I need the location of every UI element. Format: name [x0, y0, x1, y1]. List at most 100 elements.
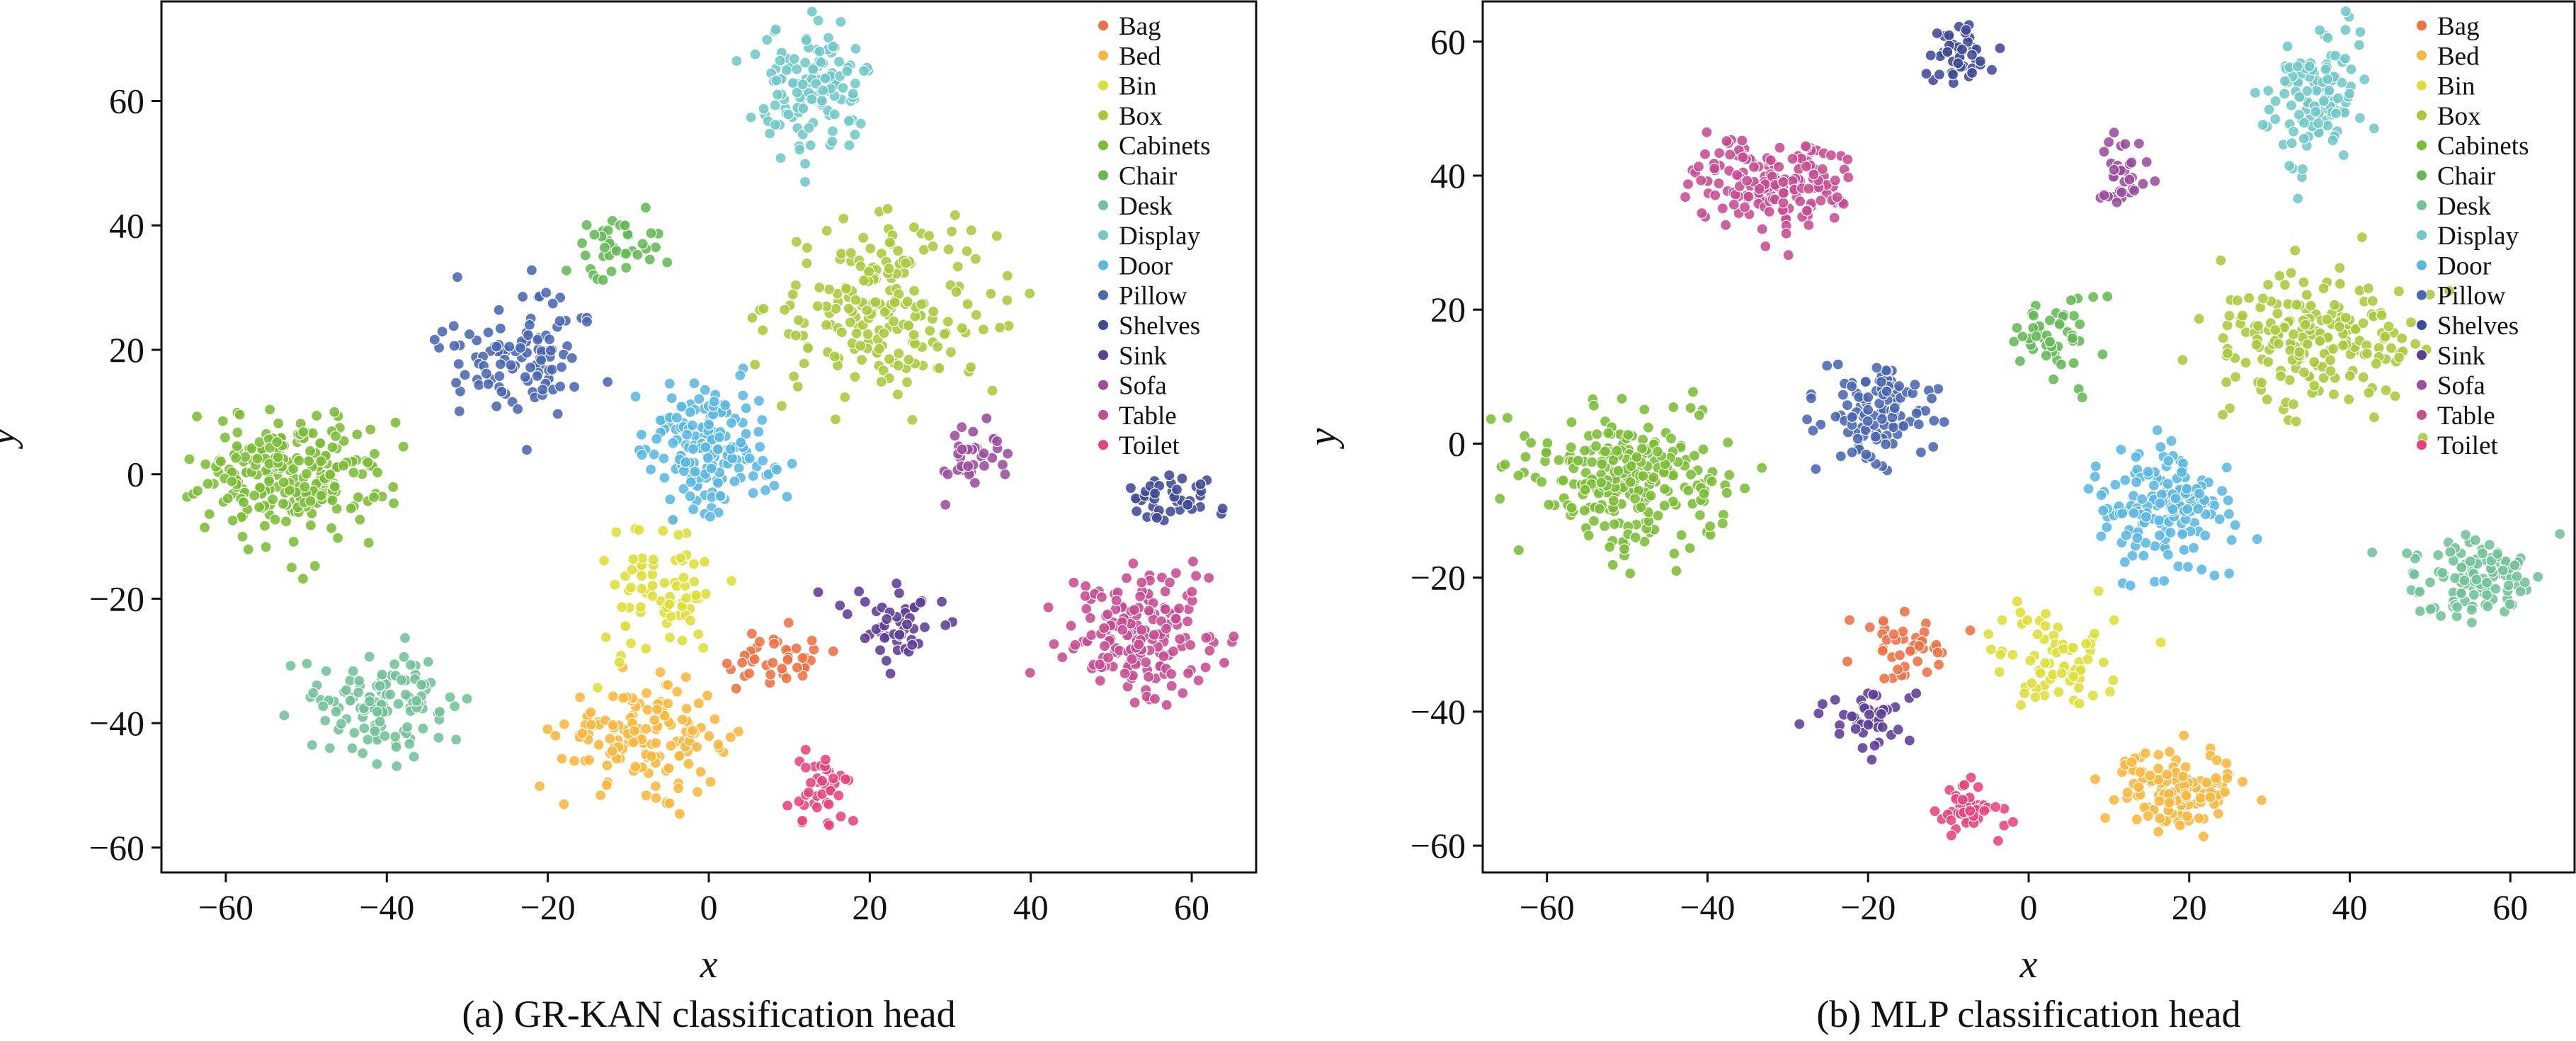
scatter-point-sink	[891, 577, 903, 590]
scatter-point-bin	[647, 554, 659, 566]
scatter-point-box	[2224, 402, 2236, 414]
scatter-point-sofa	[2108, 127, 2120, 139]
scatter-point-door	[2095, 489, 2107, 501]
legend-label: Toilet	[1119, 431, 1180, 460]
scatter-point-door	[2155, 440, 2167, 453]
scatter-point-cabinets	[192, 484, 204, 497]
x-axis-label: x	[2019, 943, 2038, 986]
scatter-point-door	[629, 390, 642, 403]
scatter-point-cabinets	[1651, 445, 1663, 457]
scatter-point-door	[2128, 507, 2140, 519]
scatter-point-bin	[2039, 657, 2051, 669]
scatter-point-sink	[880, 654, 892, 667]
scatter-point-cabinets	[1652, 509, 1664, 522]
scatter-point-bin	[2073, 698, 2085, 710]
scatter-point-table	[1133, 638, 1145, 651]
scatter-point-box	[2230, 371, 2242, 383]
scatter-point-bin	[672, 529, 685, 541]
scatter-point-cabinets	[230, 452, 242, 464]
scatter-point-cabinets	[226, 475, 238, 487]
legend-label: Chair	[2437, 162, 2495, 191]
scatter-point-sink	[1876, 721, 1888, 733]
scatter-point-box	[2269, 324, 2281, 336]
scatter-point-bin	[678, 571, 690, 584]
scatter-point-cabinets	[1499, 458, 1511, 471]
scatter-point-cabinets	[389, 416, 401, 428]
scatter-point-bag	[736, 656, 748, 669]
scatter-point-sofa	[2098, 189, 2110, 201]
scatter-point-sink	[1846, 710, 1858, 722]
scatter-point-display	[2286, 99, 2298, 111]
scatter-point-desk	[389, 731, 401, 743]
scatter-point-bin	[2034, 667, 2046, 679]
scatter-point-box	[836, 326, 848, 339]
scatter-point-chair	[2027, 309, 2039, 322]
y-tick-label: 40	[109, 205, 144, 245]
scatter-point-desk	[391, 760, 403, 773]
scatter-point-bed	[712, 739, 724, 751]
scatter-point-chair	[649, 241, 662, 254]
scatter-point-table	[1777, 187, 1789, 199]
scatter-point-chair	[2087, 291, 2099, 303]
scatter-point-cabinets	[1648, 472, 1660, 484]
scatter-point-pillow	[452, 358, 465, 370]
scatter-point-sink	[1875, 707, 1887, 720]
scatter-point-sink	[1903, 734, 1915, 746]
scatter-point-desk	[335, 717, 347, 730]
scatter-point-pillow	[459, 369, 471, 381]
scatter-point-sofa	[2124, 174, 2136, 186]
scatter-point-bag	[721, 657, 733, 670]
legend-label: Table	[2437, 402, 2495, 431]
scatter-point-chair	[588, 229, 600, 241]
y-tick-label: 20	[1430, 290, 1466, 329]
scatter-point-door	[2115, 443, 2127, 456]
scatter-point-table	[1163, 576, 1176, 588]
scatter-point-table	[1680, 191, 1692, 203]
scatter-point-table	[1803, 219, 1815, 231]
scatter-point-cabinets	[1520, 450, 1532, 463]
scatter-point-box	[2334, 262, 2346, 274]
scatter-point-pillow	[1807, 424, 1819, 437]
scatter-point-door	[2138, 550, 2150, 562]
scatter-point-display	[2279, 88, 2291, 100]
scatter-point-bin	[2089, 627, 2101, 639]
scatter-point-bin	[633, 524, 645, 536]
scatter-point-display	[761, 34, 773, 46]
scatter-point-pillow	[522, 329, 535, 341]
scatter-point-cabinets	[367, 491, 380, 504]
scatter-point-cabinets	[249, 489, 261, 501]
scatter-point-table	[1098, 640, 1111, 652]
scatter-point-bed	[680, 671, 692, 683]
scatter-point-cabinets	[1566, 416, 1578, 428]
scatter-point-cabinets	[1635, 501, 1647, 513]
scatter-point-bed	[2178, 729, 2190, 741]
scatter-point-box	[942, 316, 954, 328]
scatter-point-bin	[2108, 614, 2120, 626]
scatter-point-pillow	[494, 358, 507, 370]
scatter-point-toilet	[1978, 804, 1990, 817]
scatter-point-door	[704, 511, 717, 523]
scatter-point-bin	[2011, 596, 2023, 608]
scatter-point-desk	[371, 705, 383, 717]
scatter-point-table	[1129, 696, 1141, 709]
scatter-point-bed	[2180, 790, 2192, 802]
scatter-point-toilet	[816, 775, 828, 787]
scatter-point-bed	[2221, 772, 2233, 784]
scatter-point-toilet	[840, 773, 852, 785]
scatter-point-sink	[881, 613, 893, 625]
scatter-point-box	[2340, 312, 2352, 324]
scatter-point-bed	[2154, 812, 2166, 824]
scatter-point-table	[1166, 680, 1178, 692]
scatter-point-bin	[680, 592, 693, 604]
scatter-point-cabinets	[237, 496, 250, 508]
scatter-point-cabinets	[1698, 488, 1710, 500]
scatter-point-cabinets	[1572, 455, 1584, 467]
scatter-point-bin	[2068, 671, 2080, 683]
scatter-point-sink	[812, 586, 824, 598]
legend-marker	[2416, 229, 2427, 241]
scatter-point-door	[2130, 451, 2142, 463]
scatter-point-box	[792, 380, 804, 393]
scatter-point-pillow	[581, 316, 593, 328]
scatter-point-display	[787, 76, 799, 89]
scatter-point-bin	[2029, 691, 2041, 703]
